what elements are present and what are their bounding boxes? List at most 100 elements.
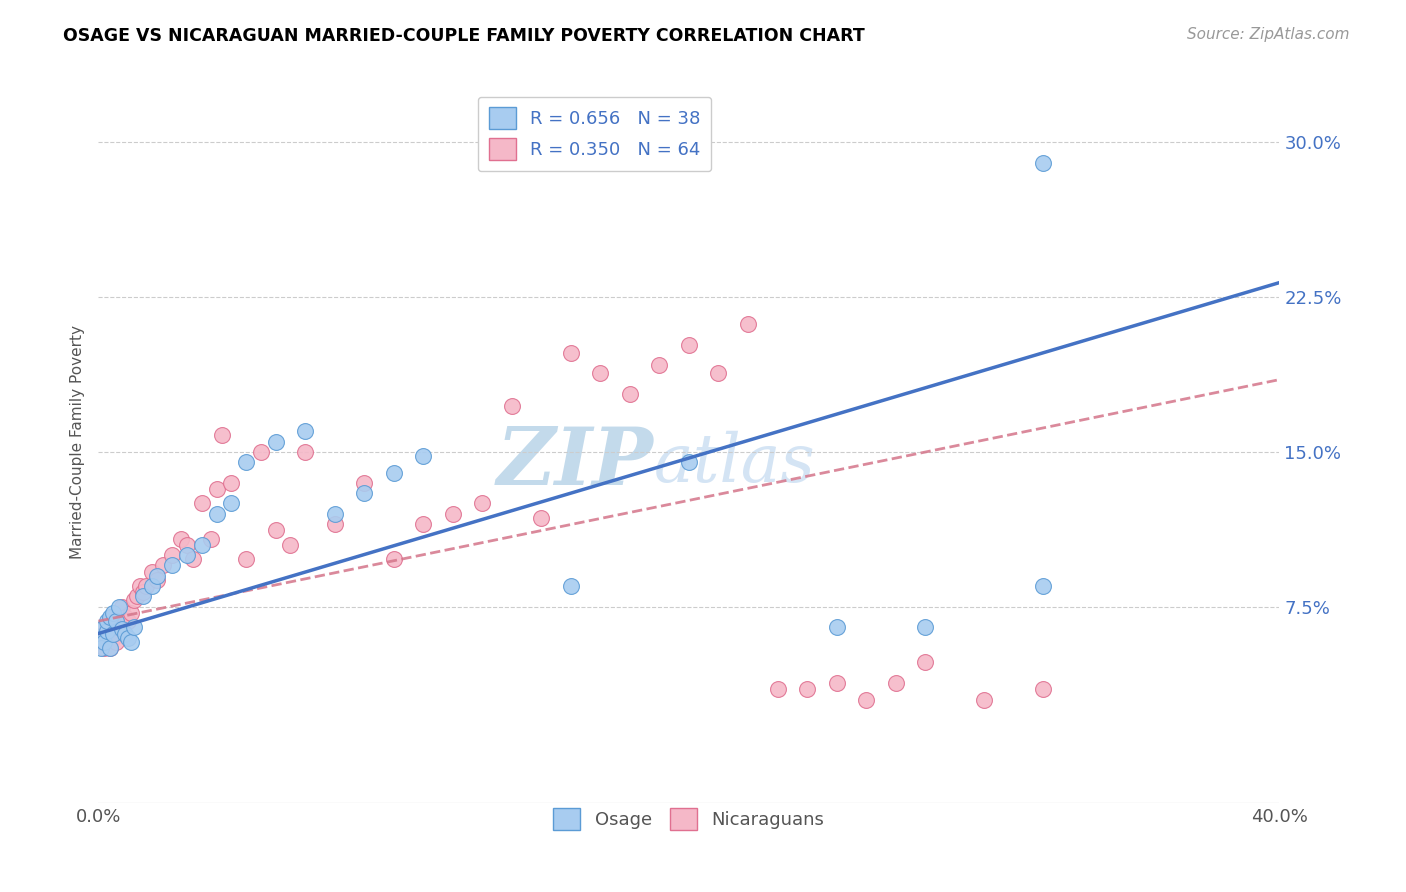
Point — [914, 656, 936, 670]
Point — [294, 445, 316, 459]
Point — [884, 676, 907, 690]
Point — [1032, 579, 1054, 593]
Point — [191, 496, 214, 510]
Point — [353, 486, 375, 500]
Point — [191, 538, 214, 552]
Point — [264, 524, 287, 538]
Legend: Osage, Nicaraguans: Osage, Nicaraguans — [546, 801, 832, 837]
Point — [973, 692, 995, 706]
Point — [737, 317, 759, 331]
Point — [678, 455, 700, 469]
Point — [221, 475, 243, 490]
Point — [111, 623, 134, 637]
Point — [114, 626, 136, 640]
Point — [146, 573, 169, 587]
Point — [382, 466, 405, 480]
Point — [678, 337, 700, 351]
Point — [141, 579, 163, 593]
Point — [170, 532, 193, 546]
Point — [108, 614, 131, 628]
Point — [103, 610, 125, 624]
Text: OSAGE VS NICARAGUAN MARRIED-COUPLE FAMILY POVERTY CORRELATION CHART: OSAGE VS NICARAGUAN MARRIED-COUPLE FAMIL… — [63, 27, 865, 45]
Y-axis label: Married-Couple Family Poverty: Married-Couple Family Poverty — [69, 325, 84, 558]
Point — [412, 517, 434, 532]
Point — [98, 640, 121, 655]
Point — [90, 631, 112, 645]
Point — [796, 682, 818, 697]
Point — [619, 387, 641, 401]
Point — [589, 367, 612, 381]
Point — [90, 631, 112, 645]
Point — [250, 445, 273, 459]
Point — [96, 614, 118, 628]
Text: ZIP: ZIP — [496, 425, 654, 502]
Point — [93, 620, 115, 634]
Point — [181, 552, 204, 566]
Point — [96, 620, 118, 634]
Point — [108, 606, 131, 620]
Point — [98, 610, 121, 624]
Point — [146, 568, 169, 582]
Point — [205, 507, 228, 521]
Point — [98, 614, 121, 628]
Point — [648, 358, 671, 372]
Point — [914, 620, 936, 634]
Point — [105, 620, 128, 634]
Point — [441, 507, 464, 521]
Point — [211, 428, 233, 442]
Point — [1032, 682, 1054, 697]
Point — [280, 538, 302, 552]
Point — [471, 496, 494, 510]
Point — [93, 634, 115, 648]
Point — [111, 599, 134, 614]
Point — [125, 590, 148, 604]
Point — [235, 552, 257, 566]
Point — [93, 640, 115, 655]
Point — [122, 620, 145, 634]
Point — [501, 400, 523, 414]
Point — [132, 590, 155, 604]
Point — [103, 631, 125, 645]
Point — [855, 692, 877, 706]
Point — [93, 626, 115, 640]
Point — [200, 532, 222, 546]
Point — [530, 511, 553, 525]
Point — [132, 585, 155, 599]
Point — [1032, 156, 1054, 170]
Point — [103, 606, 125, 620]
Point — [353, 475, 375, 490]
Text: Source: ZipAtlas.com: Source: ZipAtlas.com — [1187, 27, 1350, 42]
Point — [176, 538, 198, 552]
Point — [825, 620, 848, 634]
Point — [120, 634, 142, 648]
Point — [766, 682, 789, 697]
Point — [96, 624, 118, 639]
Point — [108, 599, 131, 614]
Point — [294, 424, 316, 438]
Point — [105, 614, 128, 628]
Point — [162, 548, 183, 562]
Point — [90, 637, 112, 651]
Point — [141, 565, 163, 579]
Point — [560, 579, 582, 593]
Point — [382, 552, 405, 566]
Point — [412, 449, 434, 463]
Point — [90, 640, 112, 655]
Point — [264, 434, 287, 449]
Point — [117, 631, 139, 645]
Point — [128, 579, 150, 593]
Point — [162, 558, 183, 573]
Point — [96, 634, 118, 648]
Point — [235, 455, 257, 469]
Point — [560, 345, 582, 359]
Point — [323, 507, 346, 521]
Point — [176, 548, 198, 562]
Point — [122, 593, 145, 607]
Point — [114, 610, 136, 624]
Point — [221, 496, 243, 510]
Text: atlas: atlas — [654, 431, 815, 496]
Point — [103, 626, 125, 640]
Point — [825, 676, 848, 690]
Point — [120, 606, 142, 620]
Point — [105, 634, 128, 648]
